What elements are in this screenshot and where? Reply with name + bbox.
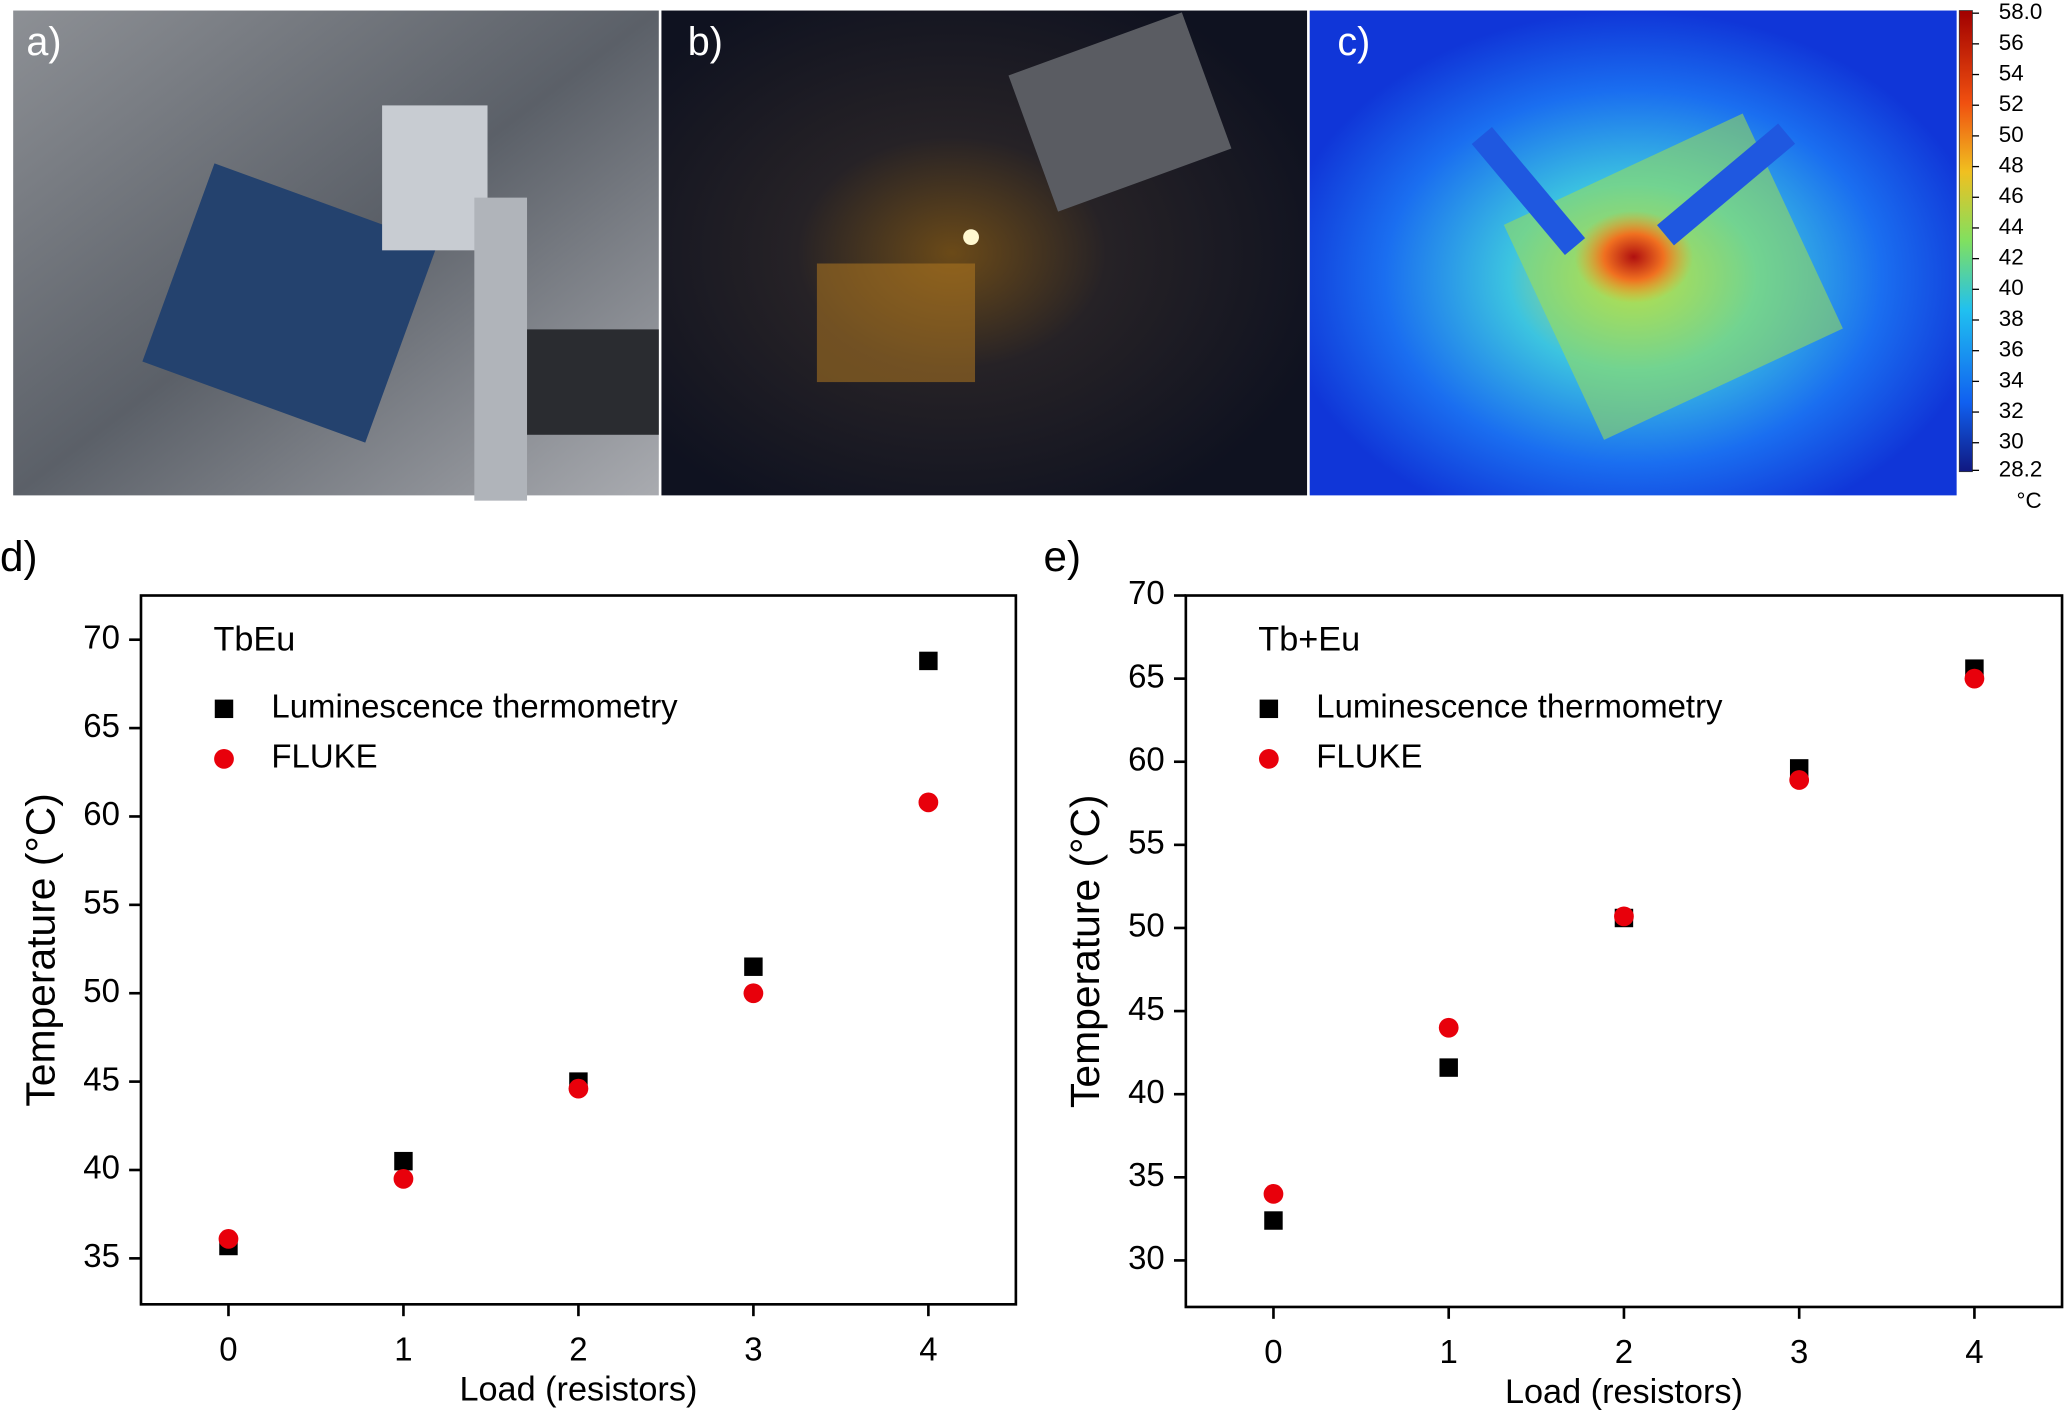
marker-square — [1439, 1058, 1458, 1077]
marker-square — [1259, 699, 1279, 719]
y-tick-label: 55 — [83, 884, 120, 921]
y-tick-label: 40 — [83, 1149, 120, 1186]
colorbar-tick-label: 56 — [1999, 30, 2024, 55]
photo-b — [661, 10, 1308, 496]
colorbar-tick-label: 30 — [1999, 429, 2024, 454]
y-axis-label: Temperature (°C) — [17, 793, 63, 1107]
marker-circle — [1438, 1017, 1459, 1038]
panel-label: d) — [0, 533, 37, 580]
panel-label: b) — [688, 20, 723, 64]
marker-square — [744, 957, 763, 976]
colorbar-tick-label: 46 — [1999, 183, 2024, 208]
y-tick-label: 70 — [1128, 574, 1165, 611]
marker-square — [1264, 1211, 1283, 1230]
colorbar-tick-label: 42 — [1999, 245, 2024, 270]
colorbar-tick-label: 34 — [1999, 367, 2024, 392]
colorbar-tick-label: 58.0 — [1999, 0, 2043, 24]
marker-circle — [1263, 1184, 1284, 1204]
legend-label: Luminescence thermometry — [1316, 688, 1723, 725]
colorbar-tick-label: 54 — [1999, 60, 2024, 85]
y-tick-label: 50 — [83, 972, 120, 1009]
y-tick-label: 60 — [1128, 740, 1165, 777]
x-tick-label: 4 — [919, 1330, 937, 1367]
thermal-detail — [1471, 113, 1843, 440]
y-tick-label: 50 — [1128, 907, 1165, 944]
photo-a-detail — [142, 105, 659, 501]
marker-circle — [218, 1229, 239, 1249]
y-tick-label: 55 — [1128, 824, 1165, 861]
legend-label: FLUKE — [271, 738, 377, 775]
chart-title: TbEu — [213, 621, 295, 659]
x-tick-label: 4 — [1965, 1333, 1983, 1370]
colorbar-tick-label: 52 — [1999, 91, 2024, 116]
panel-label: a) — [26, 20, 61, 64]
marker-circle — [1789, 770, 1810, 790]
legend-label: Luminescence thermometry — [271, 688, 678, 725]
x-tick-label: 3 — [744, 1330, 762, 1367]
marker-circle — [568, 1078, 589, 1099]
y-tick-label: 65 — [83, 707, 120, 744]
colorbar-unit: °C — [2017, 488, 2042, 513]
x-tick-label: 1 — [1440, 1333, 1458, 1370]
marker-circle — [1258, 749, 1279, 769]
colorbar-tick-label: 32 — [1999, 398, 2024, 423]
y-axis-label: Temperature (°C) — [1062, 794, 1108, 1108]
y-tick-label: 65 — [1128, 657, 1165, 694]
x-tick-label: 3 — [1790, 1333, 1808, 1370]
marker-square — [214, 699, 234, 719]
y-tick-label: 45 — [1128, 990, 1165, 1027]
marker-circle — [393, 1168, 414, 1189]
y-tick-label: 40 — [1128, 1073, 1165, 1110]
y-tick-label: 60 — [83, 795, 120, 832]
marker-circle — [1964, 668, 1985, 689]
x-tick-label: 2 — [569, 1330, 587, 1367]
y-tick-label: 35 — [1128, 1156, 1165, 1193]
x-tick-label: 1 — [394, 1330, 412, 1367]
panel-label: c) — [1337, 20, 1370, 64]
chart-title: Tb+Eu — [1258, 621, 1360, 659]
marker-circle — [743, 983, 764, 1004]
x-axis-label: Load (resistors) — [1505, 1373, 1743, 1411]
y-tick-label: 45 — [83, 1060, 120, 1097]
photo-b-detail — [816, 12, 1232, 383]
x-tick-label: 2 — [1615, 1333, 1633, 1370]
colorbar-tick-label: 40 — [1999, 275, 2024, 300]
panel-label: e) — [1044, 533, 1081, 580]
marker-square — [394, 1151, 413, 1171]
colorbar — [1958, 10, 1973, 473]
x-tick-label: 0 — [1264, 1333, 1282, 1370]
x-tick-label: 0 — [219, 1330, 237, 1367]
legend-label: FLUKE — [1316, 738, 1422, 775]
marker-circle — [918, 792, 939, 813]
y-tick-label: 70 — [83, 618, 120, 655]
y-tick-label: 35 — [83, 1237, 120, 1274]
marker-circle — [1614, 906, 1634, 927]
x-axis-label: Load (resistors) — [459, 1370, 697, 1408]
colorbar-tick-label: 44 — [1999, 214, 2024, 239]
y-tick-label: 30 — [1128, 1239, 1165, 1276]
colorbar-tick-label: 28.2 — [1999, 456, 2043, 481]
marker-square — [919, 651, 938, 671]
colorbar-tick-label: 48 — [1999, 153, 2024, 178]
marker-circle — [214, 749, 234, 769]
colorbar-tick-label: 36 — [1999, 337, 2024, 362]
colorbar-tick-label: 50 — [1999, 122, 2024, 147]
colorbar-tick-label: 38 — [1999, 306, 2024, 331]
